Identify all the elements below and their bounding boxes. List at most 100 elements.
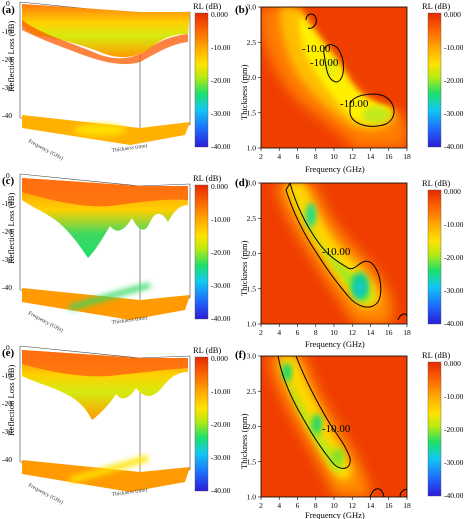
z-tick: -10 — [2, 27, 12, 36]
x-tick-label: 2 — [259, 152, 263, 161]
x-tick-label: 12 — [349, 152, 357, 161]
freq-axis-3d: Frequency (GHz) — [27, 138, 65, 162]
panel-c-z-ticks: 0 -10 -20 -30 -40 — [2, 171, 12, 292]
panel-d: (d) -10.00 2 4 6 8 10 12 14 16 18 1.0 1.5 2.0 2.5 3.… — [235, 177, 411, 349]
heatmap-b — [261, 7, 407, 148]
colorbar-a: RL (dB) 0.000 -10.00 -20.00 -30.00 -40.0… — [193, 1, 231, 151]
x-tick-label: 14 — [367, 501, 375, 510]
z-axis-title: Reflection Loss (dB) — [6, 365, 16, 436]
x-tick-label: 2 — [259, 501, 263, 510]
colorbar-tick: -20.00 — [211, 248, 231, 257]
colorbar-tick: -10.00 — [444, 43, 464, 52]
colorbar-title: RL (dB) — [422, 178, 450, 188]
panel-b: (b) -10.00 -10.00 -10.00 2 4 6 8 10 12 14 16 18 … — [235, 3, 411, 175]
colorbar-tick: -30.00 — [211, 453, 231, 462]
x-tick-label: 14 — [367, 328, 375, 337]
y-tick-label: 3.0 — [247, 3, 257, 12]
contour-label: -10.00 — [322, 423, 351, 435]
x-tick-label: 6 — [296, 152, 300, 161]
colorbar-tick: -40.00 — [211, 486, 231, 495]
x-tick-label: 10 — [330, 501, 338, 510]
z-tick: -20 — [2, 55, 12, 64]
z-tick: -30 — [2, 427, 12, 436]
panel-e-z-ticks: 0 -10 -20 -30 -40 — [2, 343, 12, 464]
x-axis-title: Frequency (GHz) — [305, 339, 365, 349]
panel-label-c: (c) — [2, 175, 15, 187]
colorbar-tick: -10.00 — [211, 215, 231, 224]
x-tick-label: 2 — [259, 328, 263, 337]
x-tick-label: 4 — [277, 152, 281, 161]
colorbar-tick: 0.000 — [444, 10, 461, 19]
colorbar-title: RL (dB) — [422, 350, 450, 360]
colorbar-tick: -30.00 — [444, 286, 464, 295]
z-tick: -30 — [2, 255, 12, 264]
panel-a-surface-shade — [22, 20, 188, 65]
y-tick-label: 2.5 — [247, 38, 257, 47]
colorbar-c: RL (dB) 0.000 -10.00 -20.00 -30.00 -40.0… — [193, 173, 231, 323]
x-tick-label: 6 — [296, 328, 300, 337]
x-tick-label: 12 — [349, 501, 357, 510]
thick-axis-3d: Thickness (mm) — [111, 314, 148, 326]
colorbar-tick: 0.000 — [211, 354, 228, 363]
x-tick-label: 6 — [296, 501, 300, 510]
x-tick-label: 8 — [314, 501, 318, 510]
y-tick-label: 1.0 — [247, 493, 257, 502]
z-axis-title: Reflection Loss (dB) — [6, 21, 16, 92]
z-tick: -20 — [2, 227, 12, 236]
colorbar-tick: -30.00 — [444, 109, 464, 118]
x-tick-label: 16 — [385, 328, 393, 337]
colorbar-tick: 0.000 — [444, 187, 461, 196]
heatmap-f — [261, 356, 407, 497]
z-tick: 0 — [6, 0, 10, 8]
x-tick-label: 4 — [277, 328, 281, 337]
colorbar-tick: -10.00 — [211, 43, 231, 52]
panel-a-surface — [22, 4, 190, 58]
colorbar-tick: -30.00 — [211, 109, 231, 118]
y-tick-label: 1.5 — [247, 457, 257, 466]
thick-axis-3d: Thickness (mm) — [111, 142, 148, 154]
x-tick-label: 8 — [314, 328, 318, 337]
panel-label-a: (a) — [2, 4, 15, 16]
y-tick-label: 2.0 — [247, 249, 257, 258]
x-tick-label: 18 — [403, 501, 411, 510]
z-tick: 0 — [6, 171, 10, 180]
y-tick-label: 1.5 — [247, 284, 257, 293]
x-tick-label: 16 — [385, 152, 393, 161]
colorbar-title: RL (dB) — [193, 345, 221, 355]
contour-label: -10.00 — [322, 246, 351, 258]
colorbar-tick: -10.00 — [211, 387, 231, 396]
y-ticks-b: 1.0 1.5 2.0 2.5 3.0 — [247, 3, 261, 153]
panel-e-floor-band — [69, 455, 149, 483]
colorbar-tick: 0.000 — [444, 359, 461, 368]
y-tick-label: 1.0 — [247, 144, 257, 153]
z-tick: -40 — [2, 111, 12, 120]
colorbar-tick: -20.00 — [444, 253, 464, 262]
colorbar-tick: -20.00 — [444, 76, 464, 85]
z-tick: -10 — [2, 199, 12, 208]
colorbar-b: RL (dB) 0.000 -10.00 -20.00 -30.00 -40.0… — [422, 1, 464, 151]
x-tick-label: 8 — [314, 152, 318, 161]
y-ticks-f: 1.0 1.5 2.0 2.5 3.0 — [247, 352, 261, 502]
colorbar-tick: -40.00 — [211, 314, 231, 323]
thick-axis-3d: Thickness (mm) — [111, 486, 148, 498]
colorbar-tick: -10.00 — [444, 392, 464, 401]
colorbar-tick: -30.00 — [211, 281, 231, 290]
panel-a-z-ticks: 0 -10 -20 -30 -40 — [2, 0, 12, 120]
colorbar-title: RL (dB) — [193, 173, 221, 183]
panel-label-b: (b) — [235, 4, 249, 16]
y-axis-title: Thickness (mm) — [239, 240, 249, 296]
y-tick-label: 1.0 — [247, 320, 257, 329]
x-tick-label: 4 — [277, 501, 281, 510]
x-tick-label: 10 — [330, 328, 338, 337]
panel-c-floor-band — [69, 282, 151, 311]
panel-e: (e) 0 -10 -20 -30 -40 Reflection Loss (d… — [2, 343, 191, 506]
x-tick-label: 16 — [385, 501, 393, 510]
y-tick-label: 1.5 — [247, 108, 257, 117]
contour-labels-b: -10.00 -10.00 -10.00 — [302, 43, 369, 110]
contour-label: -10.00 — [302, 43, 331, 55]
x-tick-label: 18 — [403, 328, 411, 337]
colorbar-f: RL (dB) 0.000 -10.00 -20.00 -30.00 -40.0… — [422, 350, 464, 500]
panel-c-surface-top — [22, 178, 188, 207]
y-axis-title: Thickness (mm) — [239, 413, 249, 469]
